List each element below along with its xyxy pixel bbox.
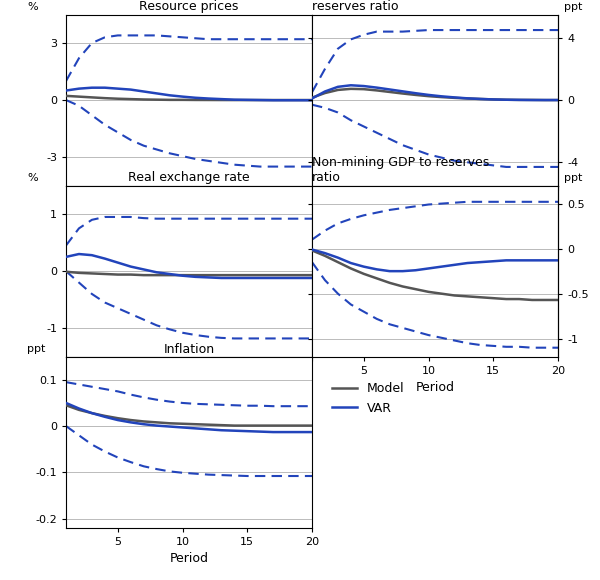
Text: Resource capital expenditure to
reserves ratio: Resource capital expenditure to reserves… xyxy=(312,0,512,13)
Title: Inflation: Inflation xyxy=(163,343,215,356)
X-axis label: Period: Period xyxy=(170,552,209,566)
Title: Real exchange rate: Real exchange rate xyxy=(128,172,250,184)
Text: %: % xyxy=(27,173,38,183)
Title: Resource prices: Resource prices xyxy=(139,1,239,13)
Legend: Model, VAR: Model, VAR xyxy=(327,378,410,420)
X-axis label: Period: Period xyxy=(415,381,455,394)
Text: ppt: ppt xyxy=(563,173,582,183)
Text: %: % xyxy=(27,2,38,12)
Text: ppt: ppt xyxy=(27,344,46,354)
Text: ppt: ppt xyxy=(563,2,582,12)
Text: Non-mining GDP to reserves
ratio: Non-mining GDP to reserves ratio xyxy=(312,157,489,184)
